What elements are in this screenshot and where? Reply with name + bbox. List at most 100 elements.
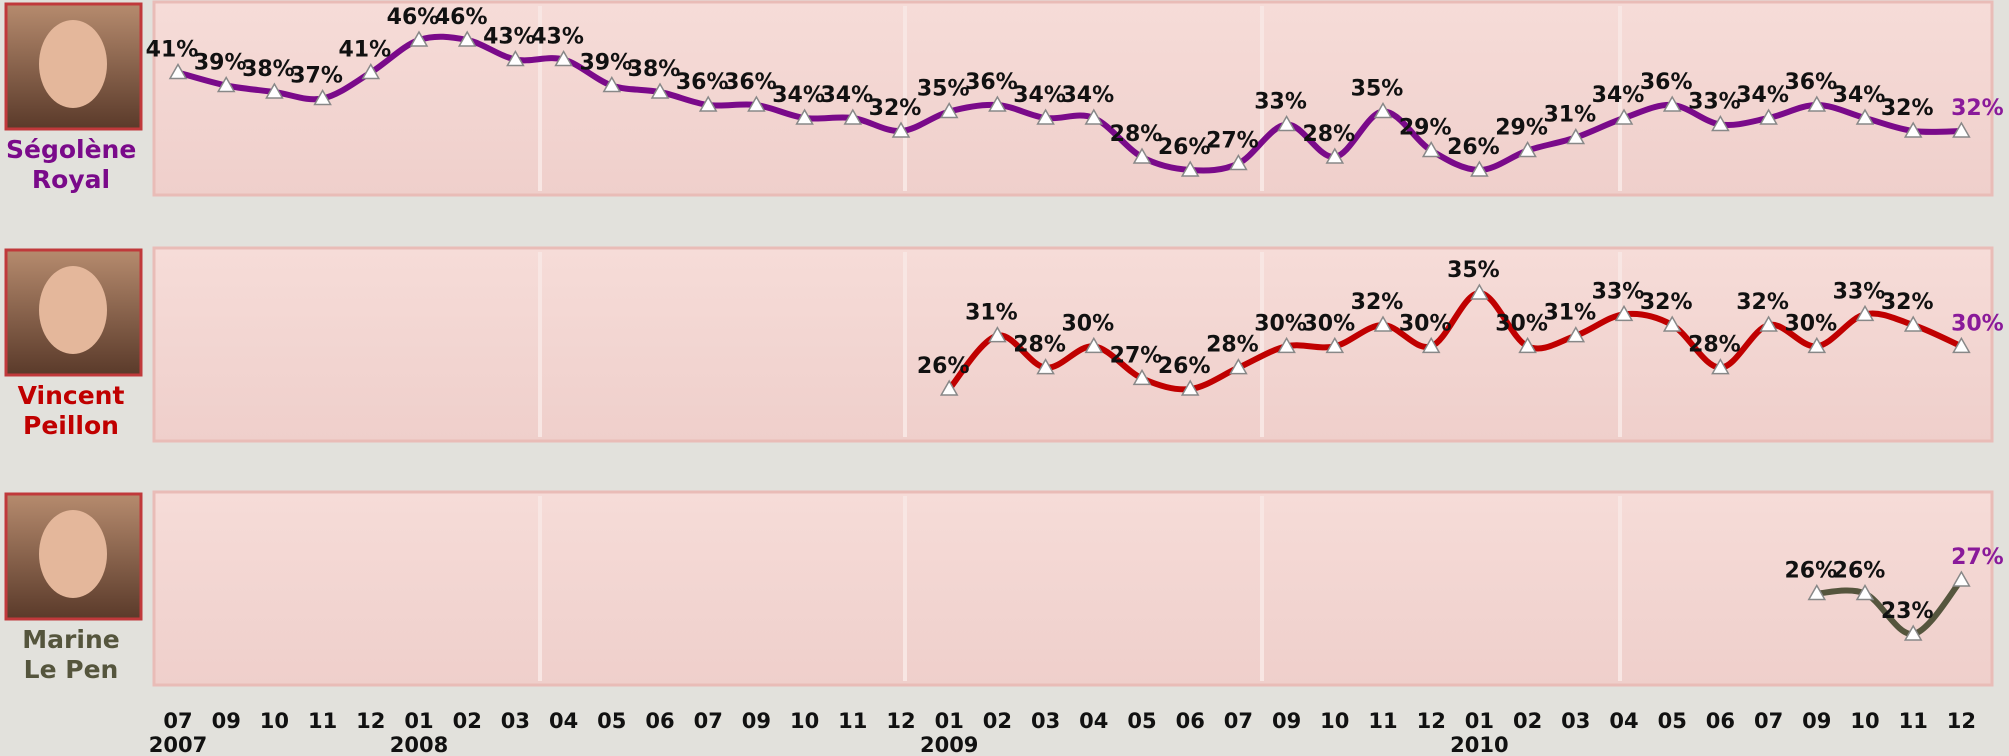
marker xyxy=(216,75,236,93)
data-label: 36% xyxy=(1784,70,1837,95)
marker xyxy=(1518,140,1537,158)
x-tick-label: 02 xyxy=(453,709,482,733)
marker xyxy=(1132,147,1152,164)
marker xyxy=(1325,336,1345,354)
data-label: 26% xyxy=(1158,354,1211,379)
x-tick-label: 01 xyxy=(935,709,964,733)
marker xyxy=(747,95,766,112)
x-year-label: 2009 xyxy=(920,733,978,756)
x-tick-label: 09 xyxy=(1272,709,1301,733)
data-label: 30% xyxy=(1784,311,1837,336)
data-label: 36% xyxy=(724,70,777,95)
marker xyxy=(1518,336,1537,354)
marker xyxy=(361,62,381,80)
data-label: 30% xyxy=(1254,311,1307,336)
x-tick-label: 04 xyxy=(549,709,578,733)
x-tick-label: 12 xyxy=(1417,709,1446,733)
x-tick-label: 12 xyxy=(1947,709,1976,733)
marker xyxy=(313,88,332,106)
marker xyxy=(409,30,429,47)
data-label: 38% xyxy=(628,57,681,82)
marker xyxy=(1229,153,1248,171)
x-tick-label: 05 xyxy=(1127,709,1156,733)
data-label: 43% xyxy=(531,25,584,50)
x-tick-label: 09 xyxy=(1802,709,1831,733)
data-label: 30% xyxy=(1495,311,1548,336)
data-label: 27% xyxy=(1951,545,2004,570)
x-tick-label: 06 xyxy=(645,709,674,733)
x-year-label: 2007 xyxy=(149,733,207,756)
marker xyxy=(1470,283,1489,300)
data-label: 23% xyxy=(1881,599,1934,624)
photo-face xyxy=(39,510,107,598)
data-label: 32% xyxy=(869,96,922,121)
data-label: 36% xyxy=(1640,70,1693,95)
x-tick-label: 12 xyxy=(886,709,915,733)
marker xyxy=(1470,160,1489,177)
x-tick-label: 05 xyxy=(1658,709,1687,733)
marker xyxy=(1614,304,1634,322)
data-label: 46% xyxy=(387,5,440,30)
marker xyxy=(1036,108,1055,125)
data-label: 41% xyxy=(146,38,199,63)
x-tick-label: 10 xyxy=(790,709,819,733)
x-tick-label: 10 xyxy=(1320,709,1349,733)
x-tick-label: 03 xyxy=(1561,709,1590,733)
marker xyxy=(1711,358,1730,375)
data-label: 32% xyxy=(1881,96,1934,121)
x-tick-label: 07 xyxy=(1224,709,1253,733)
data-label: 32% xyxy=(1640,290,1693,315)
data-label: 29% xyxy=(1399,116,1452,141)
marker xyxy=(1662,95,1682,112)
data-label: 33% xyxy=(1592,279,1645,304)
x-tick-label: 11 xyxy=(1899,709,1928,733)
data-label: 36% xyxy=(965,70,1018,95)
marker xyxy=(1421,336,1441,354)
data-label: 39% xyxy=(194,51,247,76)
series-name: Marine Le Pen xyxy=(22,625,120,684)
marker xyxy=(1759,108,1778,125)
series-line xyxy=(946,290,1963,393)
marker xyxy=(698,95,718,112)
marker xyxy=(1084,336,1104,354)
data-label: 34% xyxy=(1061,83,1114,108)
marker xyxy=(650,82,670,99)
marker xyxy=(1952,570,1971,587)
marker xyxy=(168,62,188,80)
x-tick-label: 01 xyxy=(1465,709,1494,733)
series-line xyxy=(1816,578,1964,637)
x-tick-label: 04 xyxy=(1079,709,1108,733)
marker xyxy=(602,75,622,93)
data-label: 26% xyxy=(1447,135,1500,160)
data-label: 31% xyxy=(1543,103,1596,128)
marker xyxy=(1614,108,1634,125)
data-label: 35% xyxy=(917,77,970,102)
data-label: 33% xyxy=(1254,90,1307,115)
data-label: 34% xyxy=(1736,83,1789,108)
data-label: 39% xyxy=(579,51,632,76)
data-label: 43% xyxy=(483,25,536,50)
x-tick-label: 07 xyxy=(694,709,723,733)
data-label: 32% xyxy=(1951,96,2004,121)
photo-face xyxy=(39,20,107,108)
marker xyxy=(1180,160,1200,177)
marker xyxy=(1084,108,1104,125)
data-label: 32% xyxy=(1881,290,1934,315)
data-label: 35% xyxy=(1447,258,1500,283)
marker xyxy=(1325,147,1345,164)
x-tick-label: 11 xyxy=(838,709,867,733)
x-tick-label: 12 xyxy=(356,709,385,733)
marker xyxy=(1277,336,1296,354)
marker xyxy=(1566,326,1586,343)
data-label: 29% xyxy=(1495,116,1548,141)
x-tick-label: 07 xyxy=(1754,709,1783,733)
marker xyxy=(506,49,525,67)
marker xyxy=(1807,583,1827,601)
marker xyxy=(1807,336,1827,354)
data-label: 26% xyxy=(1158,135,1211,160)
data-label: 30% xyxy=(1061,311,1114,336)
x-year-label: 2010 xyxy=(1450,733,1508,756)
marker xyxy=(1903,121,1923,138)
data-label: 30% xyxy=(1951,311,2004,336)
data-label: 27% xyxy=(1206,129,1259,154)
